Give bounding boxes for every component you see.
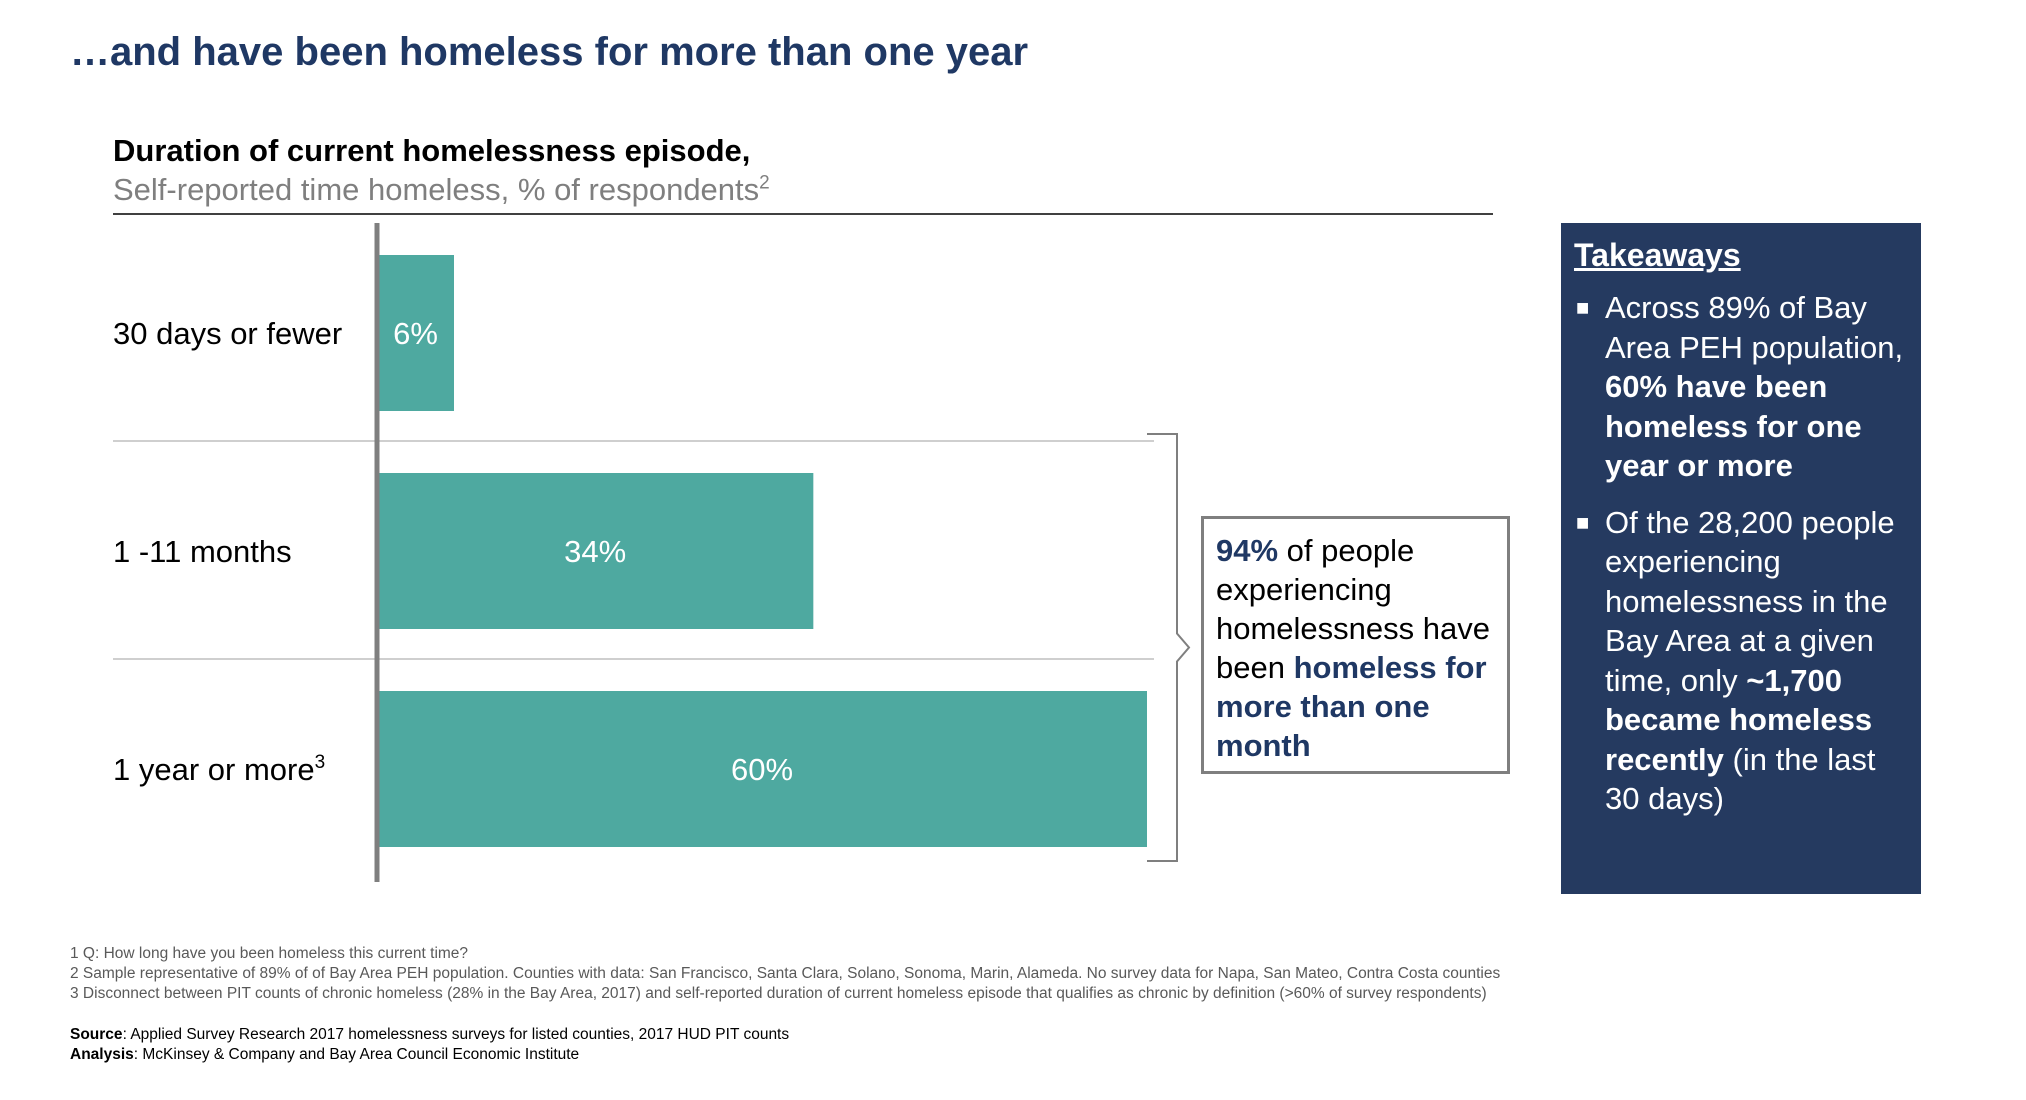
source-line: Source: Applied Survey Research 2017 hom… xyxy=(70,1025,789,1045)
footnotes: 1 Q: How long have you been homeless thi… xyxy=(70,944,1500,1004)
bar xyxy=(377,473,814,629)
analysis-label: Analysis xyxy=(70,1046,134,1063)
chart-title-rule xyxy=(113,213,1493,215)
category-label: 30 days or fewer xyxy=(113,316,342,351)
takeaway-text: Across 89% of Bay Area PEH population, xyxy=(1605,290,1904,365)
source-block: Source: Applied Survey Research 2017 hom… xyxy=(70,1025,789,1065)
square-bullet-icon: ■ xyxy=(1576,295,1590,320)
bar-chart: 6% 30 days or fewer 34% 1 -11 months 60% 1 ye… xyxy=(113,223,1191,882)
takeaways-panel: Takeaways ■ Across 89% of Bay Area PEH po… xyxy=(1561,223,1921,894)
footnote-3: 3 Disconnect between PIT counts of chron… xyxy=(70,985,1487,1002)
chart-subtitle: Self-reported time homeless, % of respon… xyxy=(113,172,770,208)
chart-subtitle-text: Self-reported time homeless, % of respon… xyxy=(113,172,760,207)
takeaway-bold-text: 60% have been homeless for one year or m… xyxy=(1605,369,1862,483)
category-label: 1 -11 months xyxy=(113,534,292,569)
takeaway-item: ■ Of the 28,200 people experiencing homel… xyxy=(1574,503,1909,819)
bar-value-label: 34% xyxy=(564,534,626,569)
takeaway-text: Of the 28,200 people experiencing homele… xyxy=(1605,504,1895,698)
bar-value-label: 60% xyxy=(731,752,793,787)
bracket-connector xyxy=(1147,433,1191,862)
source-text: : Applied Survey Research 2017 homelessn… xyxy=(122,1026,790,1043)
callout-highlight-text: homeless for more than one month xyxy=(1216,650,1487,763)
page-title: …and have been homeless for more than on… xyxy=(70,30,1029,74)
bar xyxy=(377,255,454,411)
bar-value-label: 6% xyxy=(393,316,438,351)
analysis-line: Analysis: McKinsey & Company and Bay Are… xyxy=(70,1045,789,1065)
square-bullet-icon: ■ xyxy=(1576,509,1590,535)
callout-box: 94% of people experiencing homelessness … xyxy=(1201,516,1510,774)
analysis-text: : McKinsey & Company and Bay Area Counci… xyxy=(133,1046,580,1063)
takeaway-item: ■ Across 89% of Bay Area PEH population, … xyxy=(1574,288,1909,486)
source-label: Source xyxy=(70,1026,123,1043)
callout-text: of people experiencing homelessness have… xyxy=(1216,533,1490,685)
takeaways-list: ■ Across 89% of Bay Area PEH population, … xyxy=(1574,288,1909,819)
category-label: 1 year or more3 xyxy=(113,752,325,787)
takeaway-text: (in the last 30 days) xyxy=(1605,741,1876,817)
chart-subtitle-footnote-ref: 2 xyxy=(759,172,770,194)
footnote-1: 1 Q: How long have you been homeless thi… xyxy=(70,945,469,962)
takeaways-heading: Takeaways xyxy=(1574,237,1741,273)
callout-highlight-percent: 94% xyxy=(1216,533,1279,568)
bar xyxy=(377,691,1147,847)
footnote-2: 2 Sample representative of 89% of of Bay… xyxy=(70,965,1501,982)
chart-title: Duration of current homelessness episode… xyxy=(113,133,751,168)
takeaway-bold-text: ~1,700 became homeless recently xyxy=(1605,662,1873,777)
